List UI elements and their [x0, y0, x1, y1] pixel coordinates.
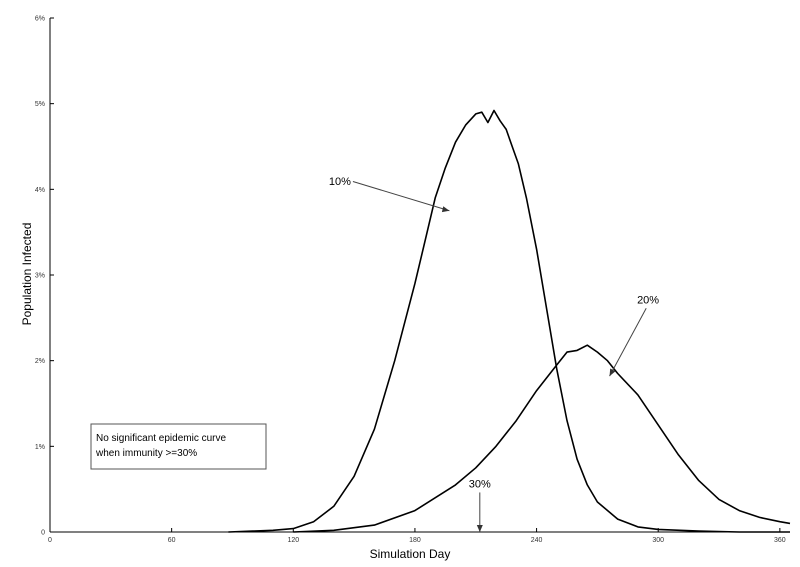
x-tick-label-0: 0 [48, 537, 52, 544]
annotations-layer: 10% 20% 30% [329, 176, 659, 532]
x-tick-label-2: 120 [287, 537, 299, 544]
annotation-arrowhead-1 [609, 368, 616, 377]
annotation-label-1: 20% [637, 294, 659, 306]
annotation-arrow-1 [609, 308, 647, 377]
note-line-2: when immunity >=30% [95, 448, 197, 459]
y-tick-label-1: 1% [35, 444, 45, 451]
x-tick-label-4: 240 [531, 537, 543, 544]
y-tick-label-2: 2% [35, 358, 45, 365]
annotation-arrowhead-0 [441, 206, 450, 213]
annotation-label-2: 30% [469, 478, 491, 490]
series-layer [228, 109, 791, 533]
x-tick-label-3: 180 [409, 537, 421, 544]
note-box [90, 423, 267, 470]
x-tick-label-1: 60 [168, 537, 176, 544]
y-tick-label-4: 4% [35, 187, 45, 194]
x-tick-label-5: 300 [652, 537, 664, 544]
y-tick-label-6: 6% [35, 16, 45, 23]
annotation-arrowhead-2 [476, 525, 483, 532]
annotation-arrow-0 [352, 181, 450, 212]
series-line-0 [228, 109, 790, 533]
y-tick-label-3: 3% [35, 273, 45, 280]
x-tick-label-6: 360 [774, 537, 786, 544]
y-tick-label-0: 0 [41, 530, 45, 537]
annotation-label-0: 10% [329, 176, 351, 188]
y-axis-label: Population Infected [20, 223, 34, 326]
series-line-1 [293, 344, 791, 533]
note-line-1: No significant epidemic curve [96, 433, 226, 444]
x-axis-label: Simulation Day [370, 547, 451, 561]
tick-marks: 0 1% 2% 3% 4% 5% 6% 0 60 120 180 240 300 360 [35, 16, 786, 545]
y-tick-label-5: 5% [35, 101, 45, 108]
